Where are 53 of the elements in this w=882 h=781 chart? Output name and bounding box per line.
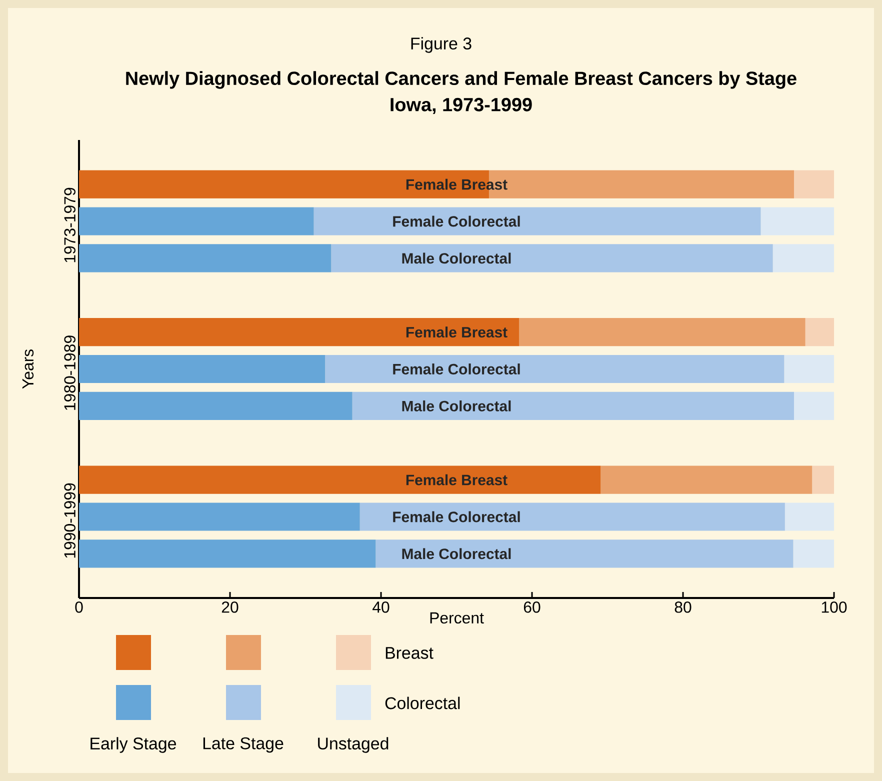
y-tick-label: Female Breast xyxy=(406,326,508,338)
x-tick-label: 0 xyxy=(75,602,83,613)
bar xyxy=(600,466,812,494)
bar xyxy=(79,354,326,384)
y-tick-label: Female Colorectal xyxy=(393,216,520,227)
legend-label: Unstaged xyxy=(318,737,388,753)
x-tick-label: 60 xyxy=(524,602,540,613)
y-tick-label: Male Colorectal xyxy=(402,548,511,560)
bar xyxy=(784,354,834,384)
text: Breast xyxy=(386,647,434,659)
x-tick-label: 80 xyxy=(674,602,692,613)
bar xyxy=(331,244,773,272)
bar xyxy=(805,318,834,346)
y-tick-label: Female Breast xyxy=(406,474,508,486)
y-tick-label: Female Colorectal xyxy=(393,511,520,522)
bar xyxy=(812,466,834,494)
x-tick-label: 20 xyxy=(222,602,238,613)
y-tick-label: Male Colorectal xyxy=(402,252,511,264)
x-axis-title: Percent xyxy=(430,612,484,624)
x-tick-label: 100 xyxy=(822,602,847,613)
x-tick-label: 40 xyxy=(372,602,390,613)
bar xyxy=(79,540,376,568)
bar xyxy=(79,318,520,346)
text: 1990-1999 xyxy=(64,483,76,558)
bar xyxy=(360,502,785,531)
bar xyxy=(519,318,806,346)
bar xyxy=(79,392,352,420)
bar xyxy=(784,502,834,531)
legend-label: Early Stage xyxy=(90,737,176,753)
text: 1973-1979 xyxy=(64,188,76,262)
bar xyxy=(79,207,314,236)
bar xyxy=(79,502,360,531)
chart-subtitle: Iowa, 1973-1999 xyxy=(390,98,532,114)
chart-title: Newly Diagnosed Colorectal Cancers and Female Breast Cancers by Stage xyxy=(126,71,796,89)
bar xyxy=(772,244,834,272)
legend-label: Late Stage xyxy=(203,737,284,753)
text: Colorectal xyxy=(385,696,460,710)
bar xyxy=(794,392,834,420)
bar xyxy=(314,207,761,236)
bar xyxy=(79,244,332,272)
bar xyxy=(79,466,601,494)
bar xyxy=(793,540,834,568)
y-axis-title: Years xyxy=(22,349,34,389)
y-tick-label: Male Colorectal xyxy=(402,400,511,412)
bar xyxy=(376,540,794,568)
caption: Figure 3 xyxy=(411,37,472,53)
y-tick-label: Female Colorectal xyxy=(393,364,520,374)
bar xyxy=(760,207,834,236)
bar xyxy=(794,170,834,198)
y-tick-label: Female Breast xyxy=(406,178,508,190)
bar xyxy=(325,354,784,384)
bar xyxy=(352,392,794,420)
text: 1980-1989 xyxy=(64,336,76,410)
